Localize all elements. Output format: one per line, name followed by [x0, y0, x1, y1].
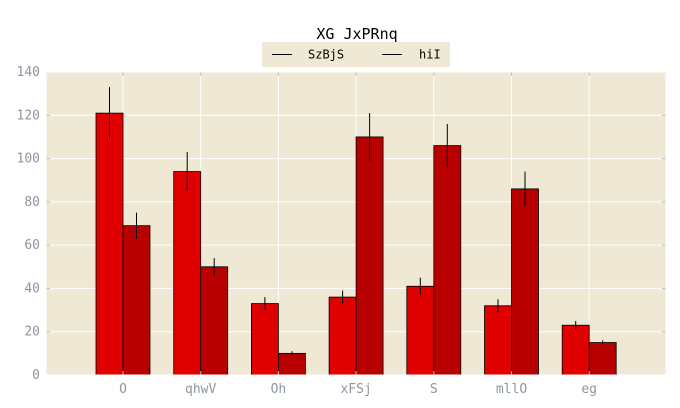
- bar: [250, 303, 279, 376]
- legend-box: [262, 42, 450, 67]
- bars: [95, 87, 617, 376]
- legend-label: SzBjS: [308, 48, 344, 62]
- bar: [173, 171, 202, 376]
- bar: [122, 225, 151, 376]
- y-tick-label: 0: [32, 368, 40, 383]
- bar: [355, 136, 384, 376]
- x-tick-label: S: [430, 382, 438, 397]
- bar: [433, 145, 462, 376]
- y-tick-label: 80: [24, 195, 40, 210]
- x-tick-label: O: [119, 382, 127, 397]
- x-tick-label: qhwV: [185, 382, 216, 397]
- legend-label: hiI: [419, 48, 441, 62]
- y-tick-label: 40: [24, 281, 40, 296]
- bar: [511, 188, 539, 376]
- y-tick-label: 120: [17, 108, 40, 123]
- legend: SzBjS hiI: [262, 42, 450, 67]
- y-tick-label: 20: [24, 325, 40, 340]
- x-tick-label: eg: [581, 382, 597, 397]
- bar: [200, 266, 229, 376]
- y-tick-label: 140: [17, 65, 40, 80]
- x-tick-label: Oh: [271, 382, 287, 397]
- bar: [484, 305, 512, 376]
- y-tick-label: 60: [24, 238, 40, 253]
- bar: [95, 112, 124, 376]
- chart-title: XG JxPRnq: [316, 25, 397, 43]
- x-tick-label: mllO: [496, 382, 527, 397]
- bar: [328, 296, 357, 376]
- bar: [588, 342, 617, 376]
- bar: [406, 285, 435, 376]
- bar: [561, 324, 590, 376]
- bar: [277, 352, 306, 376]
- plot-frame: [45, 71, 667, 376]
- x-tick-label: xFSj: [340, 382, 371, 397]
- y-tick-label: 100: [17, 152, 40, 167]
